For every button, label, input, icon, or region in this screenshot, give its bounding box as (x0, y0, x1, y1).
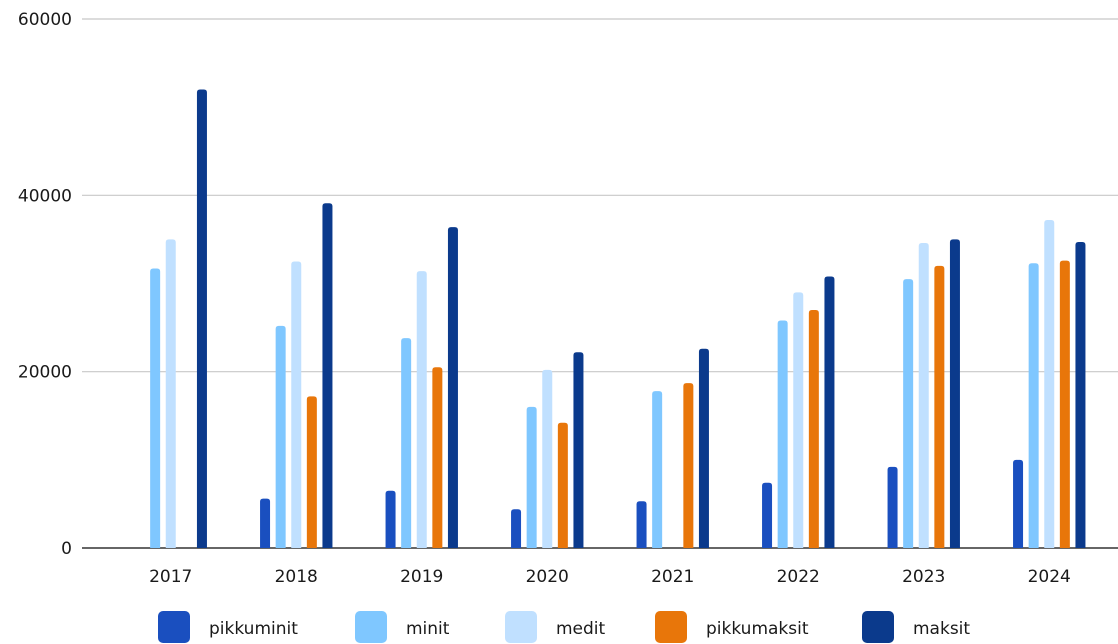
x-tick-label: 2017 (149, 567, 192, 587)
bar-medit-2023 (918, 242, 929, 548)
bar-medit-2024 (1044, 220, 1055, 548)
y-tick-label: 60000 (18, 10, 72, 30)
bar-pikkumaksit-2018 (306, 396, 317, 548)
legend-swatch-pikkumaksit (655, 611, 687, 643)
x-tick-label: 2019 (400, 567, 443, 587)
bar-maksit-2024 (1075, 242, 1086, 549)
y-tick-label: 20000 (18, 363, 72, 383)
bar-minit-2022 (777, 320, 788, 548)
bar-maksit-2021 (698, 348, 709, 548)
bar-pikkumaksit-2021 (683, 383, 694, 548)
legend-label-pikkumaksit: pikkumaksit (706, 619, 809, 639)
bar-minit-2024 (1028, 263, 1039, 548)
bar-pikkuminit-2024 (1013, 459, 1024, 548)
bar-pikkuminit-2020 (511, 509, 522, 548)
bar-minit-2021 (652, 391, 663, 548)
x-tick-label: 2023 (902, 567, 945, 587)
legend: pikkuminit minit medit pikkumaksit maksit (158, 611, 970, 643)
gridlines (82, 18, 1118, 549)
y-tick-label: 40000 (18, 186, 72, 206)
bar-medit-2019 (416, 271, 427, 548)
bar-pikkuminit-2019 (385, 490, 396, 548)
legend-label-medit: medit (556, 619, 606, 639)
bar-medit-2022 (793, 292, 804, 548)
x-tick-label: 2021 (651, 567, 694, 587)
bar-pikkuminit-2021 (636, 501, 647, 548)
bar-pikkumaksit-2020 (557, 422, 568, 548)
bar-pikkuminit-2022 (762, 482, 773, 548)
legend-swatch-medit (505, 611, 537, 643)
bar-pikkuminit-2018 (260, 498, 271, 548)
legend-swatch-minit (355, 611, 387, 643)
bar-medit-2017 (165, 239, 176, 548)
bar-pikkumaksit-2023 (934, 265, 945, 548)
legend-label-minit: minit (406, 619, 450, 639)
bar-medit-2018 (291, 261, 302, 548)
bar-maksit-2019 (447, 227, 458, 548)
bar-pikkumaksit-2024 (1059, 260, 1070, 548)
bar-pikkuminit-2023 (887, 466, 898, 548)
bar-maksit-2022 (824, 276, 835, 548)
bar-minit-2018 (275, 325, 286, 548)
legend-label-pikkuminit: pikkuminit (209, 619, 298, 639)
bar-maksit-2023 (949, 239, 960, 548)
legend-label-maksit: maksit (913, 619, 970, 639)
bar-maksit-2018 (322, 203, 333, 549)
bar-minit-2023 (903, 279, 914, 548)
bar-maksit-2020 (573, 352, 584, 548)
legend-swatch-maksit (862, 611, 894, 643)
bar-minit-2019 (401, 338, 412, 548)
x-tick-label: 2018 (275, 567, 318, 587)
bar-minit-2017 (150, 268, 161, 548)
x-tick-label: 2020 (526, 567, 569, 587)
bars (150, 89, 1086, 549)
x-tick-label: 2024 (1028, 567, 1071, 587)
axes: 0 20000 40000 60000 2017 2018 2019 2020 2021 2022… (18, 10, 1071, 587)
bar-maksit-2017 (196, 89, 207, 549)
x-tick-label: 2022 (777, 567, 820, 587)
y-tick-label: 0 (61, 539, 72, 559)
bar-pikkumaksit-2022 (808, 309, 819, 548)
bar-pikkumaksit-2019 (432, 367, 443, 548)
bar-minit-2020 (526, 406, 537, 548)
bar-medit-2020 (542, 369, 553, 548)
legend-swatch-pikkuminit (158, 611, 190, 643)
